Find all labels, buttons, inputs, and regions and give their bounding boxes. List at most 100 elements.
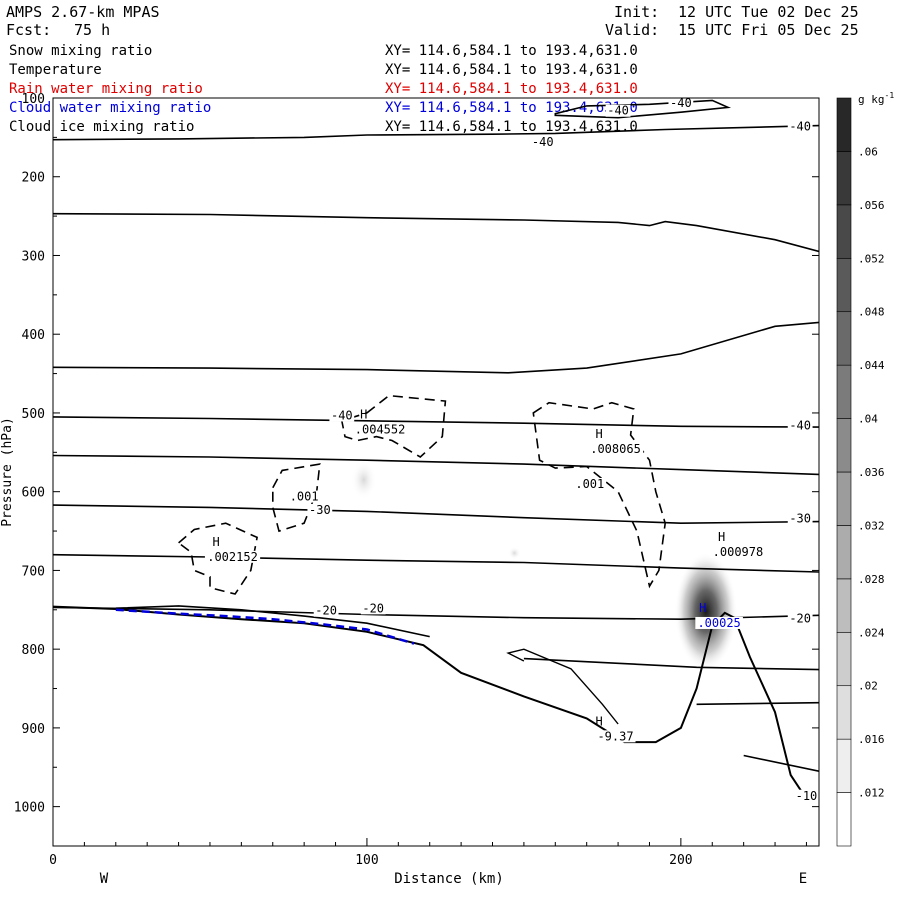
contour-value-label: -40 (789, 419, 811, 433)
y-tick-label: 200 (22, 171, 45, 186)
contour-value-label: -30 (789, 512, 811, 526)
cloud-water-contour (115, 608, 415, 645)
colorbar-level-label: .024 (858, 626, 885, 639)
contour-value-label: -9.37 (597, 729, 633, 743)
colorbar-swatch (836, 471, 852, 526)
colorbar-level-label: .02 (858, 680, 878, 693)
label-backing (605, 104, 631, 117)
label-backing (287, 490, 321, 503)
contour-value-label: -40 (331, 408, 353, 422)
colorbar-level-label: .04 (858, 413, 878, 426)
y-tick-label: 1000 (14, 801, 45, 816)
colorbar-level-label: .032 (858, 519, 885, 532)
y-tick-label: 800 (22, 643, 45, 658)
extremum-marker: H (699, 601, 706, 615)
field-xy-snow: XY= 114.6,584.1 to 193.4,631.0 (385, 43, 638, 59)
colorbar-unit: g kg-1 (858, 91, 894, 106)
label-backing (329, 409, 355, 422)
shading-blob (508, 546, 521, 560)
colorbar-swatch (836, 631, 852, 687)
x-tick-label: 100 (355, 853, 378, 868)
temperature-contour (115, 605, 430, 638)
contour-value-label: -10 (796, 789, 818, 803)
shading-blob (674, 552, 738, 671)
label-backing (360, 602, 386, 615)
colorbar-level-label: .06 (858, 145, 878, 158)
east-label: E (799, 871, 807, 887)
west-label: W (100, 871, 109, 887)
contour-lines (53, 99, 819, 801)
colorbar-level-label: .048 (858, 306, 885, 319)
temperature-contour (696, 701, 819, 706)
temperature-contour (523, 657, 819, 671)
terrain-line (53, 605, 819, 801)
contour-value-label: .001 (290, 490, 319, 504)
label-backing (787, 120, 813, 133)
temperature-contour (53, 124, 819, 141)
y-tick-label: 500 (22, 407, 45, 422)
label-backing (204, 550, 261, 563)
colorbar-swatch (836, 792, 852, 847)
label-backing (307, 503, 333, 516)
contour-value-label: .008065 (590, 442, 641, 456)
colorbar-level-label: .056 (858, 199, 885, 212)
colorbar-level-label: .052 (858, 252, 885, 265)
contour-value-label: -20 (789, 612, 811, 626)
plot-frame (52, 97, 820, 847)
label-backing (787, 612, 813, 625)
x-axis-label: Distance (km) (394, 871, 504, 887)
colorbar-swatch (836, 578, 852, 633)
extremum-marker: H (360, 407, 367, 421)
field-name-snow: Snow mixing ratio (9, 43, 153, 59)
mixing-ratio-shading (351, 460, 738, 671)
x-tick-label: 200 (669, 853, 692, 868)
field-name-cloud-water: Cloud water mixing ratio (9, 100, 212, 116)
field-name-cloud-ice: Cloud ice mixing ratio (9, 119, 195, 135)
contour-value-label: -40 (607, 104, 629, 118)
y-tick-label: 100 (22, 92, 45, 107)
valid-label: Valid: (605, 21, 660, 39)
contour-labels: -40 -40 -40 -40 -40 -40 -30 -30 -20 -20 -20 -10 .001… (204, 96, 819, 803)
forecast-value: 75 h (74, 21, 111, 39)
temperature-contour (53, 416, 819, 428)
temperature-contour (53, 212, 819, 253)
colorbar-swatch (836, 418, 852, 473)
cloud-ice-contour (177, 522, 259, 595)
axes: 100 200 300 400 500 600 700 800 900 1000 0 100 200 (14, 92, 819, 868)
colorbar-swatch (836, 204, 852, 259)
field-xy-temperature: XY= 114.6,584.1 to 193.4,631.0 (385, 62, 638, 78)
contour-value-label: -20 (315, 604, 337, 618)
x-tick-label: 0 (49, 853, 57, 868)
label-backing (595, 730, 636, 743)
extremum-marker: H (213, 535, 220, 549)
contour-value-label: -40 (532, 135, 554, 149)
cloud-ice-contour (532, 401, 667, 589)
colorbar-swatch (836, 685, 852, 740)
label-backing (787, 512, 813, 525)
temperature-contour (53, 321, 819, 374)
colorbar-swatch (836, 738, 852, 793)
temperature-contour (743, 754, 819, 772)
label-backing (587, 442, 644, 455)
y-axis-label: Pressure (hPa) (0, 417, 15, 527)
y-tick-label: 900 (22, 722, 45, 737)
colorbar-swatch (836, 151, 852, 206)
colorbar-swatch (836, 525, 852, 580)
colorbar-level-label: .028 (858, 573, 885, 586)
label-backing (573, 477, 607, 490)
contour-value-label: .002152 (207, 550, 258, 564)
contour-value-label: -30 (309, 503, 331, 517)
contour-value-label: .000978 (713, 545, 764, 559)
colorbar-level-label: .044 (858, 359, 885, 372)
label-backing (695, 616, 743, 629)
label-backing (794, 789, 819, 802)
contour-value-label: .00025 (697, 616, 740, 630)
contour-value-label: .004552 (355, 422, 406, 436)
field-name-rain: Rain water mixing ratio (9, 81, 203, 97)
label-backing (530, 136, 556, 149)
plot-header: AMPS 2.67-km MPAS Fcst: 75 h Init: 12 UT… (0, 0, 900, 140)
label-backing (313, 604, 339, 617)
colorbar-level-label: .016 (858, 733, 885, 746)
contour-value-label: -40 (789, 119, 811, 133)
